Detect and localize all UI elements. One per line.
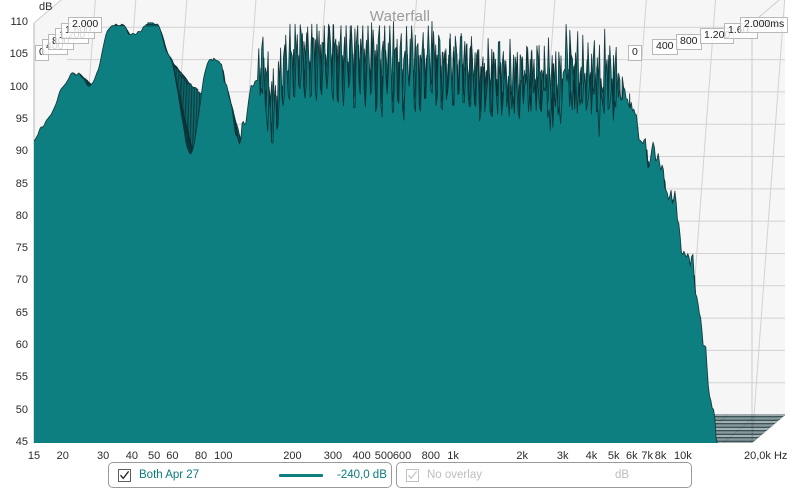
x-axis-tick: 2k: [516, 450, 529, 462]
y-axis-tick: 100: [9, 80, 28, 93]
page-title: Waterfall: [369, 8, 431, 25]
x-axis-tick: 80: [194, 450, 208, 462]
x-axis-tick: 500: [374, 450, 394, 462]
y-axis-tick: 60: [15, 339, 28, 352]
legend-bar: Both Apr 27 -240,0 dB No overlay dB: [0, 460, 800, 494]
x-axis-tick: 7k: [641, 450, 654, 462]
y-axis-tick: 105: [9, 48, 28, 61]
measurement-color-swatch: [279, 473, 323, 477]
check-icon: [120, 470, 130, 479]
plot-area[interactable]: [0, 0, 800, 452]
y-axis-tick: 45: [15, 436, 28, 448]
x-axis-tick: 1k: [447, 450, 459, 462]
waterfall-svg[interactable]: [0, 0, 800, 452]
y-axis-unit: dB: [39, 1, 53, 13]
check-icon: [408, 470, 418, 479]
y-axis-tick: 75: [15, 242, 28, 255]
overlay-checkbox[interactable]: [406, 468, 419, 482]
x-axis-tick: 5k: [607, 450, 620, 462]
measurement-value: -240,0 dB: [337, 469, 387, 481]
measurement-label: Both Apr 27: [139, 469, 200, 481]
time-axis-corner-label: 2.000ms: [740, 17, 789, 33]
x-axis-tick: 4k: [585, 450, 598, 462]
x-axis-tick: 800: [421, 450, 440, 462]
measurement-checkbox[interactable]: [118, 468, 131, 482]
y-axis-tick: 85: [15, 177, 28, 190]
x-axis-tick: 300: [323, 450, 343, 462]
time-tick-right: 0: [628, 45, 642, 61]
x-axis-tick: 400: [352, 450, 371, 462]
time-tick-right: 800: [676, 34, 702, 50]
x-axis-tick: 200: [283, 450, 302, 462]
time-tick-right: 400: [652, 39, 678, 55]
x-axis-end-label: 20,0k Hz: [744, 450, 788, 462]
x-axis-tick: 6k: [626, 450, 638, 462]
y-axis-tick: 80: [15, 209, 28, 222]
overlay-label: No overlay: [427, 469, 482, 481]
x-axis-tick: 50: [148, 450, 161, 462]
x-axis-tick: 30: [97, 450, 110, 462]
x-axis-tick: 15: [27, 450, 41, 462]
time-tick-left: 2.000: [68, 17, 103, 33]
y-axis-tick: 65: [15, 306, 28, 319]
y-axis-tick: 95: [15, 112, 28, 125]
x-axis-tick: 8k: [654, 450, 667, 462]
x-axis-tick: 3k: [556, 450, 569, 462]
legend-item-overlay[interactable]: No overlay dB: [396, 462, 692, 488]
legend-item-measurement[interactable]: Both Apr 27 -240,0 dB: [108, 462, 392, 488]
overlay-value: dB: [615, 469, 630, 481]
x-axis-tick: 60: [166, 450, 179, 462]
y-axis-tick: 110: [10, 16, 28, 28]
x-axis-tick: 600: [392, 450, 412, 462]
y-axis-tick: 55: [15, 371, 28, 384]
y-axis-tick: 50: [15, 403, 28, 416]
x-axis-tick: 40: [125, 450, 138, 462]
x-axis-tick: 10k: [673, 450, 692, 462]
y-axis-tick: 90: [15, 145, 28, 158]
x-axis-tick: 100: [214, 450, 233, 462]
y-axis-tick: 70: [15, 274, 28, 287]
x-axis-tick: 20: [56, 450, 69, 462]
